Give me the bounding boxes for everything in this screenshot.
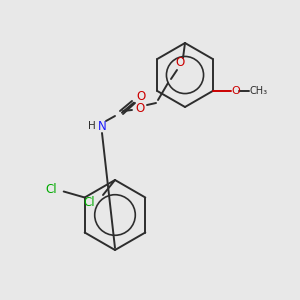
Text: O: O: [232, 86, 241, 96]
Text: O: O: [176, 56, 184, 70]
Text: Cl: Cl: [83, 196, 95, 208]
Text: H: H: [88, 121, 96, 131]
Text: O: O: [136, 89, 145, 103]
Text: N: N: [98, 119, 106, 133]
Text: O: O: [135, 101, 145, 115]
Text: CH₃: CH₃: [250, 86, 268, 96]
Text: Cl: Cl: [45, 183, 57, 196]
